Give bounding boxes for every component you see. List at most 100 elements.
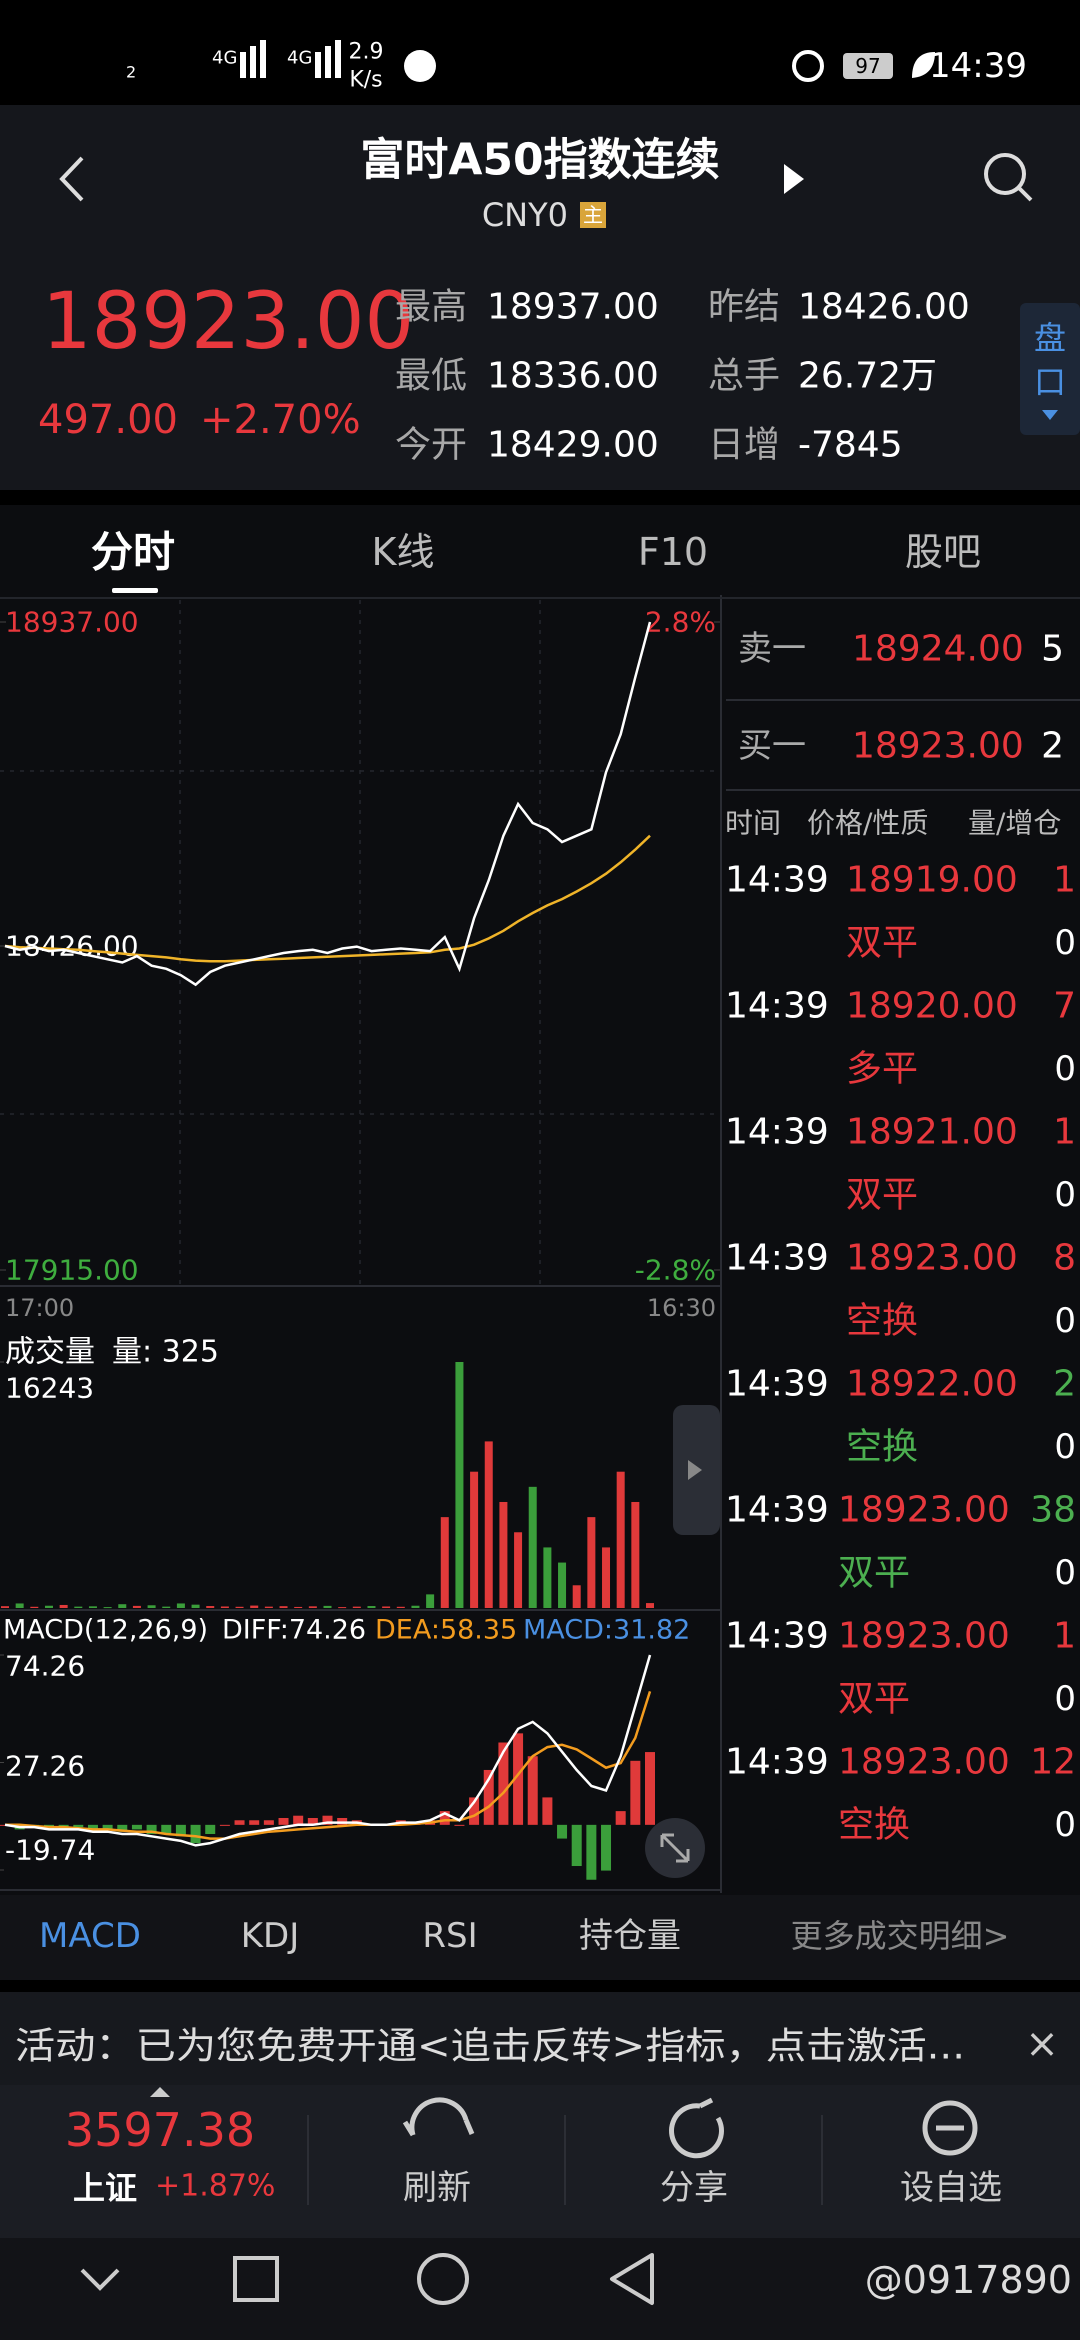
volume-bar	[264, 1606, 273, 1608]
volume-bar	[572, 1585, 581, 1608]
volume-bar	[30, 1606, 39, 1608]
macd-bar	[322, 1815, 333, 1825]
stat-value: 18336.00	[487, 356, 659, 397]
battery-icon	[843, 53, 893, 79]
macd-bar	[483, 1769, 494, 1825]
nav-home[interactable]	[417, 2253, 469, 2305]
stat-value: 26.72万	[798, 356, 937, 397]
macd-bar	[278, 1817, 289, 1825]
volume-bar	[543, 1547, 552, 1608]
volume-bar	[440, 1517, 449, 1608]
search-button[interactable]	[984, 153, 1026, 195]
trade-oi: 0	[1054, 1553, 1076, 1593]
index-caret	[150, 2087, 170, 2097]
index-value: 3597.38	[65, 2103, 255, 2157]
hd-icon: HD	[98, 54, 135, 79]
book-qty: 2	[1041, 726, 1064, 767]
watch-icon	[922, 2100, 978, 2156]
next-button[interactable]	[784, 164, 804, 194]
trade-time: 14:39	[725, 1490, 829, 1531]
trade-time: 14:39	[725, 986, 829, 1027]
macd-bar	[234, 1820, 245, 1825]
volume-bar	[455, 1362, 464, 1608]
volume-bar	[484, 1441, 493, 1608]
volume-title: 成交量	[5, 1335, 95, 1370]
action-button[interactable]: 分享	[660, 2168, 728, 2208]
banner-close[interactable]: ×	[1025, 2021, 1059, 2067]
indicator-tab[interactable]: 持仓量	[579, 1916, 681, 1956]
macd-bar	[146, 1824, 157, 1834]
handle-arrow	[688, 1460, 702, 1480]
diff-line	[4, 1654, 652, 1847]
volume-bar	[396, 1606, 405, 1608]
macd-bar	[249, 1820, 260, 1825]
trade-price: 18919.00	[846, 860, 1018, 901]
trade-oi: 0	[1054, 1301, 1076, 1341]
bottom-bar	[0, 2085, 1080, 2238]
book-price: 18923.00	[852, 726, 1024, 767]
macd-bar	[527, 1756, 538, 1825]
macd-bar	[73, 1824, 84, 1828]
macd-bar	[307, 1817, 318, 1825]
tab[interactable]: F10	[638, 530, 708, 574]
stat-value: 18429.00	[487, 425, 659, 466]
indicator-tab[interactable]: KDJ	[241, 1916, 300, 1956]
indicator-tab[interactable]: RSI	[422, 1916, 477, 1956]
volume-bar	[88, 1606, 97, 1608]
y-tick-label: 74.26	[5, 1650, 85, 1683]
y-tick-label: 18937.00	[5, 606, 139, 639]
volume-bar	[631, 1501, 640, 1608]
indicator-tab[interactable]: MACD	[39, 1916, 141, 1956]
trades-header: 量/增仓	[968, 807, 1061, 840]
tab[interactable]: 分时	[91, 528, 175, 577]
volume-bar	[514, 1532, 523, 1608]
trade-oi: 0	[1054, 1805, 1076, 1845]
volume-last: 量: 325	[112, 1335, 219, 1370]
macd-bar	[513, 1733, 524, 1825]
last-price: 18923.00	[42, 277, 414, 367]
tab[interactable]: K线	[372, 530, 435, 574]
macd-bar	[469, 1797, 480, 1825]
volume-bar	[250, 1605, 259, 1608]
dea-line	[5, 1691, 652, 1840]
trade-nature: 双平	[846, 1175, 918, 1216]
net-speed: 2.9	[349, 40, 384, 65]
network-type: 4G	[212, 48, 237, 69]
average-line	[4, 834, 651, 963]
more-trades-link[interactable]: 更多成交明细>	[791, 1917, 1010, 1955]
battery-level: 97	[855, 54, 880, 78]
action-button[interactable]: 刷新	[403, 2168, 471, 2208]
macd-bar	[498, 1742, 509, 1825]
tab[interactable]: 股吧	[905, 530, 981, 574]
volume-bar	[426, 1594, 435, 1608]
index-name: 上证	[73, 2169, 137, 2207]
panel-button-label: 口	[1034, 363, 1066, 401]
zoom-icon	[660, 1833, 690, 1863]
macd-bar	[557, 1824, 568, 1839]
book-qty: 5	[1041, 629, 1064, 670]
macd-bar	[161, 1824, 172, 1834]
action-button[interactable]: 设自选	[900, 2168, 1002, 2208]
panel-button[interactable]	[1020, 303, 1080, 435]
trade-nature: 双平	[846, 923, 918, 964]
volume-bar	[103, 1607, 112, 1609]
macd-bar	[293, 1815, 304, 1825]
trade-nature: 双平	[838, 1553, 910, 1594]
trade-oi: 0	[1054, 1679, 1076, 1719]
banner-text[interactable]: 活动：已为您免费开通<追击反转>指标，点击激活...	[15, 2025, 965, 2068]
back-button[interactable]	[59, 156, 84, 202]
nav-collapse[interactable]	[80, 2268, 120, 2291]
legend-entry: DEA:58.35	[375, 1615, 517, 1646]
nav-recent[interactable]	[233, 2256, 279, 2302]
legend-entry: MACD:31.82	[523, 1615, 690, 1646]
trade-volume: 1	[1053, 1616, 1076, 1657]
volume-bar	[411, 1605, 420, 1608]
volume-bar	[294, 1606, 303, 1608]
y2-tick-label: 2.8%	[645, 606, 716, 639]
trade-time: 14:39	[725, 1616, 829, 1657]
macd-bar	[131, 1824, 142, 1830]
macd-title: MACD(12,26,9)	[3, 1615, 208, 1646]
volume-bar	[352, 1606, 361, 1608]
trade-price: 18923.00	[838, 1490, 1010, 1531]
nav-back[interactable]	[610, 2253, 654, 2305]
